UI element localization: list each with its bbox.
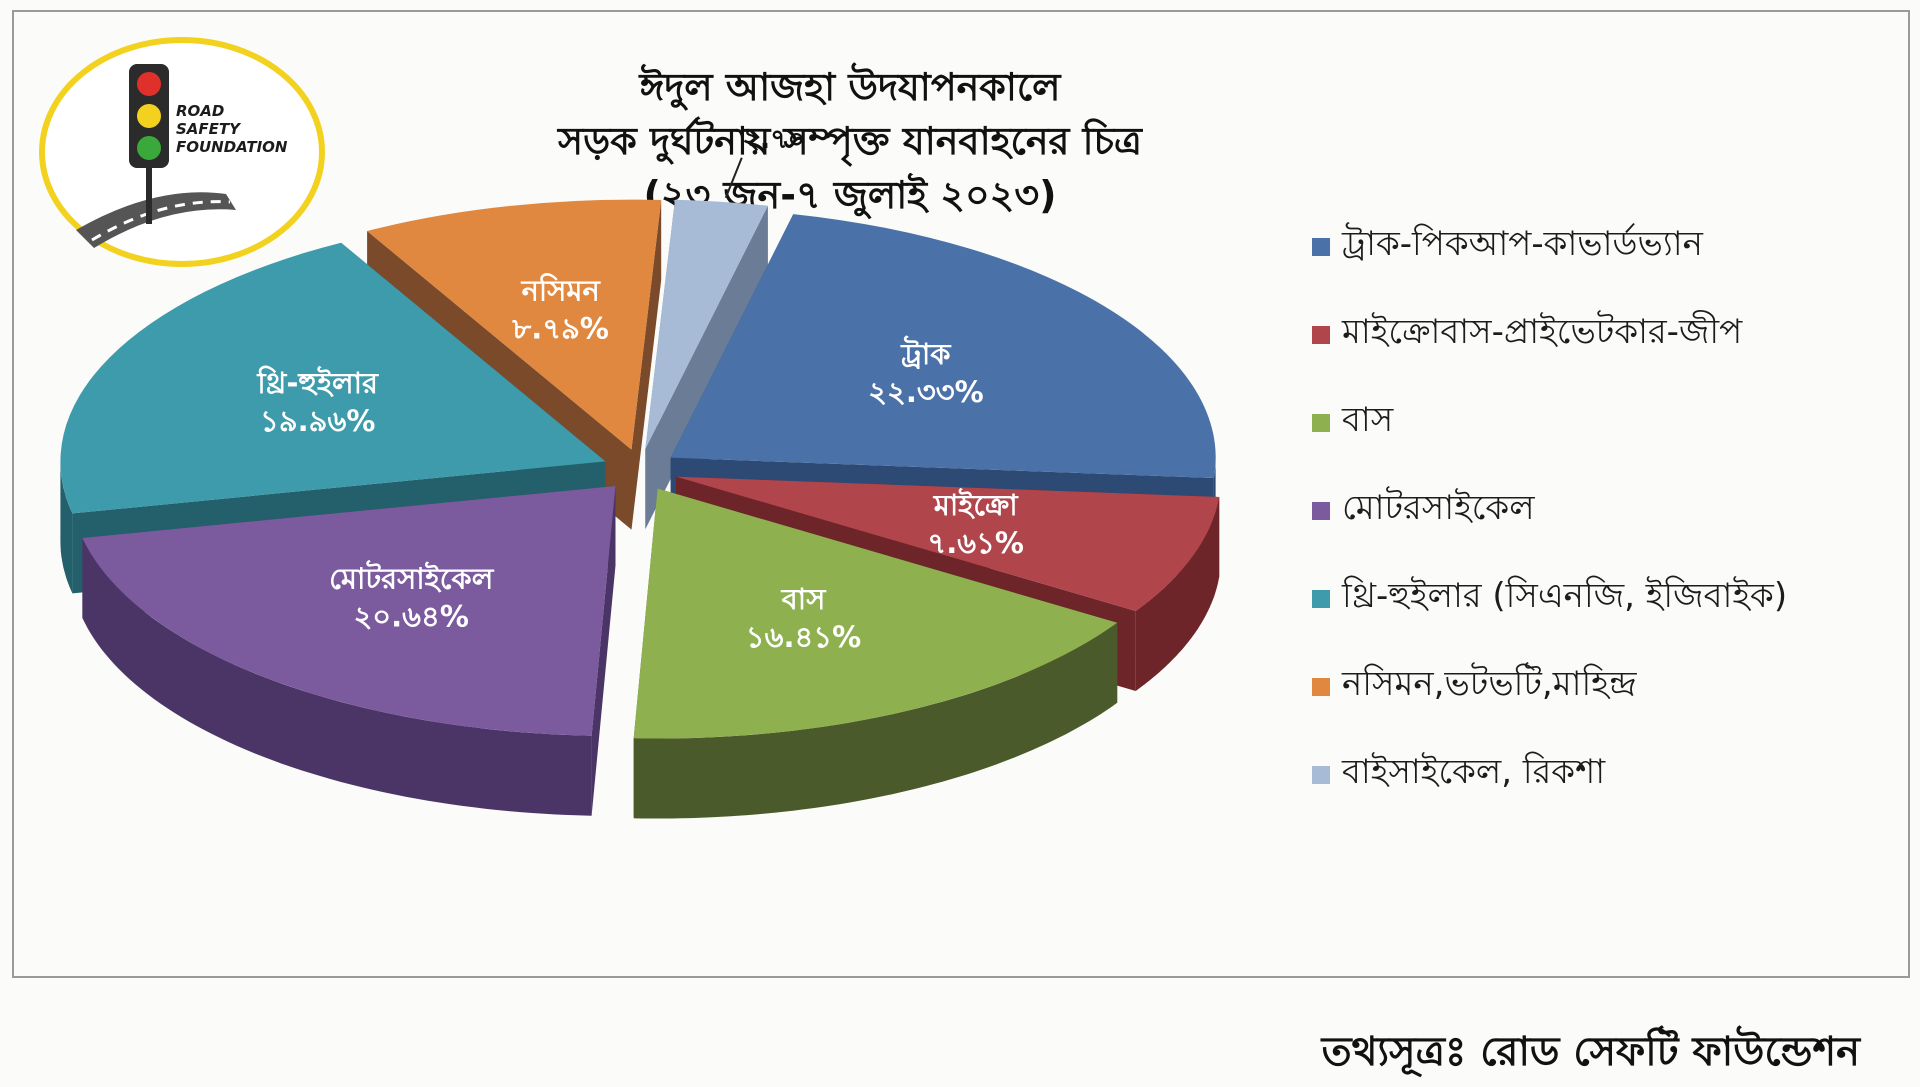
logo-text-line-3: FOUNDATION <box>176 138 288 156</box>
legend-item: বাইসাইকেল, রিকশা <box>1308 750 1898 838</box>
legend-item: মোটরসাইকেল <box>1308 486 1898 574</box>
pie-slice-5 <box>60 242 606 514</box>
legend-label: বাইসাইকেল, রিকশা <box>1342 752 1606 792</box>
slice-name-label: মাইক্রো <box>933 488 1019 522</box>
slice-value-label: ৭.৬১% <box>927 526 1024 560</box>
title-line-1: ঈদুল আজহা উদযাপনকালে <box>639 65 1061 109</box>
slice-value-label: ২.৭০ <box>742 124 805 155</box>
title-line-2: সড়ক দুর্ঘটনায় সম্পৃক্ত যানবাহনের চিত্র <box>558 119 1142 163</box>
legend-label: মাইক্রোবাস-প্রাইভেটকার-জীপ <box>1342 312 1743 352</box>
legend-item: মাইক্রোবাস-প্রাইভেটকার-জীপ <box>1308 310 1898 398</box>
road-safety-foundation-logo: ROAD SAFETY FOUNDATION <box>39 37 325 267</box>
legend-item: বাস <box>1308 398 1898 486</box>
callout-line <box>724 157 743 199</box>
slice-name-label: মোটরসাইকেল <box>329 560 495 596</box>
slice-value-label: ২২.৩৩% <box>868 375 984 409</box>
legend-swatch <box>1312 414 1330 432</box>
pie-slice-6 <box>367 199 662 450</box>
slice-name-label: থ্রি-হুইলার <box>256 365 379 400</box>
legend-item: ট্রাক-পিকআপ-কাভার্ডভ্যান <box>1308 222 1898 310</box>
pie-slice-wall <box>60 460 73 594</box>
slice-value-label: ৮.৭৯% <box>511 311 609 345</box>
slice-value-label: ২০.৬৪% <box>353 600 468 634</box>
legend-label: মোটরসাইকেল <box>1342 488 1535 528</box>
legend-swatch <box>1312 502 1330 520</box>
pie-slice-side <box>631 200 662 530</box>
legend-swatch <box>1312 766 1330 784</box>
green-light-icon <box>137 136 161 160</box>
legend-label: থ্রি-হুইলার (সিএনজি, ইজিবাইক) <box>1342 576 1788 616</box>
chart-title: ঈদুল আজহা উদযাপনকালে সড়ক দুর্ঘটনায় সম্… <box>280 60 1420 222</box>
pie-slice-wall <box>633 622 1118 819</box>
legend-swatch <box>1312 590 1330 608</box>
slice-value-label: ১৬.৪১% <box>746 620 861 654</box>
logo-road <box>76 192 236 248</box>
legend-label: বাস <box>1342 400 1394 440</box>
logo-text-line-2: SAFETY <box>176 120 242 138</box>
slice-value-label: ১৯.৯৬% <box>260 404 375 438</box>
slice-name-label: ট্রাক <box>900 335 952 371</box>
pie-slice-wall <box>82 538 592 816</box>
legend-swatch <box>1312 238 1330 256</box>
legend-label: ট্রাক-পিকআপ-কাভার্ডভ্যান <box>1342 224 1703 264</box>
legend-item: নসিমন,ভটভটি,মাহিন্দ্র <box>1308 662 1898 750</box>
legend-item: থ্রি-হুইলার (সিএনজি, ইজিবাইক) <box>1308 574 1898 662</box>
pie-slice-1 <box>670 214 1216 478</box>
logo-ring <box>39 37 325 267</box>
red-light-icon <box>137 72 161 96</box>
legend-swatch <box>1312 326 1330 344</box>
logo-text-line-1: ROAD <box>176 102 224 120</box>
pie-slice-7 <box>645 199 768 450</box>
yellow-light-icon <box>137 104 161 128</box>
pie-slice-side <box>591 485 616 816</box>
pie-slice-wall <box>1135 497 1220 691</box>
source-credit: তথ্যসূত্রঃ রোড সেফটি ফাউন্ডেশন <box>1321 1029 1860 1075</box>
traffic-light-pole <box>146 168 152 224</box>
pie-slice-2 <box>676 476 1220 611</box>
slice-name-label: নসিমন <box>521 272 602 307</box>
legend-label: নসিমন,ভটভটি,মাহিন্দ্র <box>1342 664 1637 704</box>
legend-swatch <box>1312 678 1330 696</box>
logo-road-lines <box>91 200 231 242</box>
pie-slice-3 <box>633 488 1118 739</box>
pie-slice-4 <box>82 485 616 736</box>
slice-name-label: বাস <box>781 582 828 616</box>
chart-legend: ট্রাক-পিকআপ-কাভার্ডভ্যান মাইক্রোবাস-প্রাই… <box>1308 222 1898 838</box>
